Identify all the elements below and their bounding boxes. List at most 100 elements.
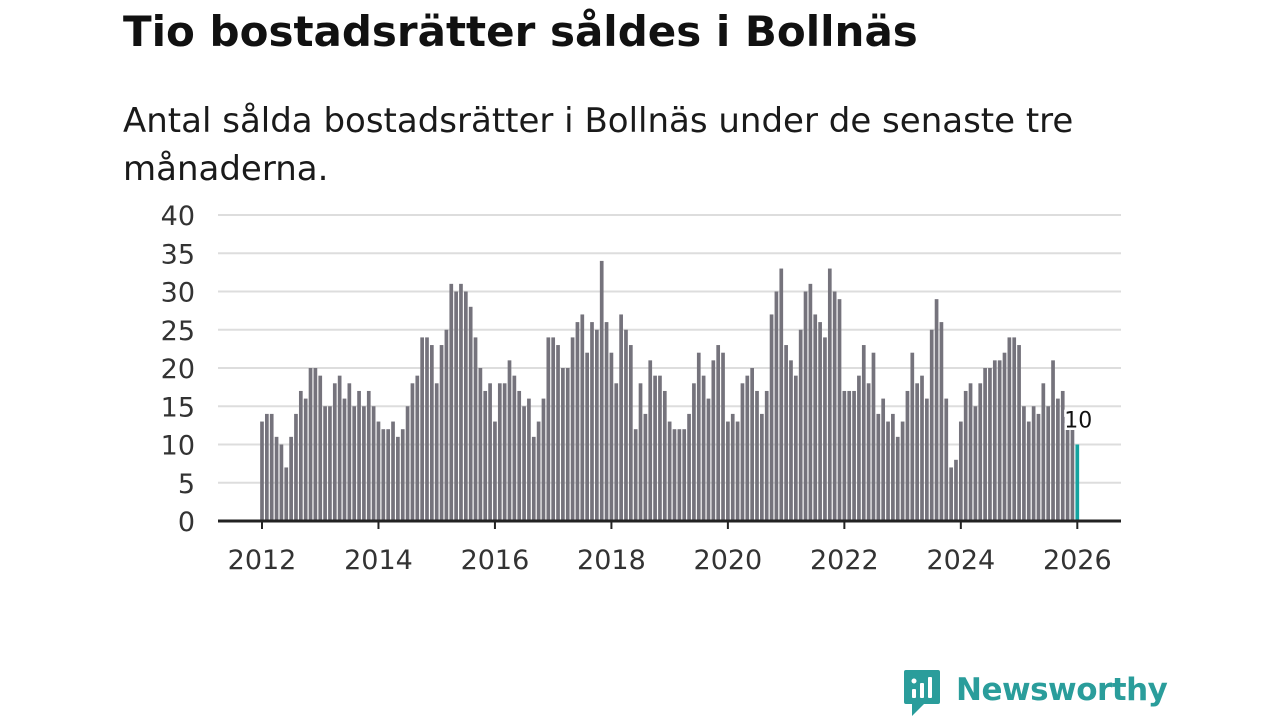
bar <box>265 413 269 521</box>
bar <box>1046 406 1051 521</box>
bar <box>536 421 541 521</box>
x-tick-label: 2020 <box>694 545 763 576</box>
bar <box>958 421 963 521</box>
bar <box>769 314 774 521</box>
bar <box>439 345 444 521</box>
bar <box>808 283 813 521</box>
bar <box>1056 398 1060 521</box>
bar <box>1041 383 1046 521</box>
bar <box>430 345 434 521</box>
bar <box>755 390 759 521</box>
bar <box>988 368 992 521</box>
bar <box>1051 360 1055 521</box>
bar <box>332 383 337 521</box>
bar <box>973 406 978 521</box>
y-tick-label: 25 <box>161 316 195 347</box>
bar <box>376 421 381 521</box>
bar <box>1017 345 1021 521</box>
bar <box>789 360 793 521</box>
bar <box>876 413 881 521</box>
bar <box>915 383 919 521</box>
bar <box>1031 406 1036 521</box>
last-value-annotation: 10 <box>1062 406 1095 436</box>
bar <box>274 436 279 521</box>
bar <box>730 413 735 521</box>
chart-subtitle: Antal sålda bostadsrätter i Bollnäs unde… <box>123 101 1074 189</box>
bar <box>968 383 973 521</box>
bar <box>682 429 687 521</box>
x-tick-label: 2024 <box>926 545 995 576</box>
bar <box>910 352 915 521</box>
bar <box>779 268 784 521</box>
bar <box>561 368 565 521</box>
bar <box>929 329 934 521</box>
bar <box>497 383 502 521</box>
bar <box>832 291 837 521</box>
y-tick-label: 10 <box>161 431 195 462</box>
bar <box>827 268 832 521</box>
bar <box>493 421 497 521</box>
y-tick-label: 20 <box>161 354 195 385</box>
y-tick-label: 30 <box>161 278 195 309</box>
x-tick-label: 2022 <box>810 545 879 576</box>
bar <box>551 337 556 521</box>
bar <box>580 314 585 521</box>
bar <box>672 429 677 521</box>
bar <box>866 383 871 521</box>
bar <box>837 299 842 521</box>
bar <box>1026 421 1031 521</box>
bar <box>677 429 682 521</box>
bar <box>570 337 575 521</box>
bar <box>798 329 803 521</box>
last-value-label: 10 <box>1064 409 1092 434</box>
bar <box>934 299 939 521</box>
bar <box>585 352 589 521</box>
bar <box>905 390 910 521</box>
bar <box>284 467 289 521</box>
bar <box>454 291 458 521</box>
bar <box>619 314 623 521</box>
bar <box>628 345 633 521</box>
bar <box>667 421 672 521</box>
bar <box>1012 337 1017 521</box>
bar <box>857 375 861 521</box>
bar <box>541 398 546 521</box>
bar <box>721 352 725 521</box>
bar <box>653 375 657 521</box>
bar <box>949 467 953 521</box>
y-tick-label: 40 <box>161 201 195 232</box>
bar <box>599 260 604 521</box>
bar <box>362 406 366 521</box>
bar <box>745 375 750 521</box>
bar <box>517 390 522 521</box>
bar <box>920 375 924 521</box>
bar <box>527 398 531 521</box>
bar <box>604 322 609 521</box>
bar <box>648 360 653 521</box>
bar <box>366 390 371 521</box>
bar <box>449 283 454 521</box>
bar <box>803 291 808 521</box>
bar <box>978 383 983 521</box>
bar <box>760 413 764 521</box>
bar-chart: 0 5 10 15 20 25 30 35 40 2012 2014 2016 2018 2020 202… <box>161 201 1121 576</box>
bar <box>711 360 716 521</box>
bar <box>531 436 536 521</box>
bar <box>692 383 696 521</box>
bar <box>823 337 827 521</box>
y-tick-label: 35 <box>161 239 195 270</box>
bar <box>861 345 866 521</box>
bar <box>420 337 424 521</box>
bar <box>410 383 415 521</box>
bar <box>939 322 944 521</box>
bar <box>662 390 667 521</box>
bar <box>706 398 711 521</box>
bar <box>478 368 483 521</box>
bar-highlight <box>1075 444 1080 521</box>
bar <box>983 368 987 521</box>
bar <box>871 352 876 521</box>
y-tick-label: 5 <box>178 469 195 500</box>
bar <box>624 329 628 521</box>
bar <box>740 383 745 521</box>
bar <box>750 368 754 521</box>
